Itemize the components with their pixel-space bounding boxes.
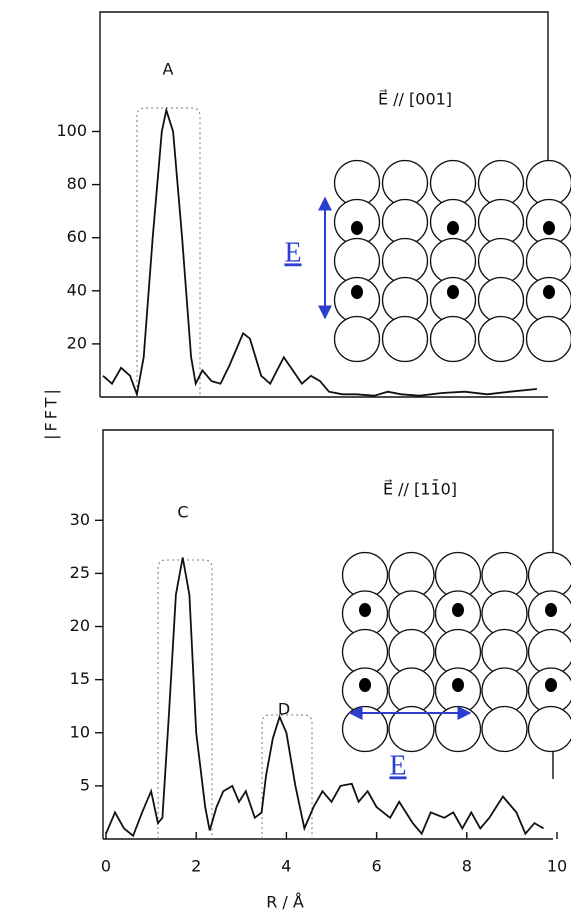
atom — [477, 159, 525, 207]
atom — [525, 276, 571, 324]
y-tick-label: 20 — [67, 333, 87, 352]
y-axis-label: |FFT| — [42, 386, 61, 440]
peak-window — [136, 107, 201, 397]
x-axis-label: R / Å — [266, 893, 304, 912]
atom — [333, 276, 381, 324]
adsorbate — [351, 285, 363, 299]
adsorbate — [351, 221, 363, 235]
atom — [481, 705, 528, 753]
atom — [525, 159, 571, 207]
atom — [477, 198, 525, 246]
atom — [477, 315, 525, 363]
atom — [429, 159, 477, 207]
adsorbate — [452, 603, 464, 617]
adsorbate — [452, 678, 464, 692]
y-tick-label: 5 — [80, 775, 90, 794]
x-tick-label: 2 — [191, 857, 201, 876]
annotation: C — [177, 503, 188, 522]
atom — [429, 237, 477, 285]
peak-window — [261, 714, 313, 839]
fft-curve — [102, 106, 537, 398]
adsorbate — [447, 285, 459, 299]
y-tick-label: 20 — [70, 616, 90, 635]
fft-curve — [105, 557, 544, 838]
plot-frame — [102, 429, 554, 840]
x-tick-label: 8 — [462, 857, 472, 876]
adsorbate — [359, 678, 371, 692]
field-label: E — [284, 237, 301, 268]
atom — [429, 276, 477, 324]
y-tick-label: 30 — [70, 510, 90, 529]
atom — [527, 705, 571, 753]
atom — [333, 159, 381, 207]
atom — [381, 237, 429, 285]
y-tick-label: 15 — [70, 669, 90, 688]
y-tick-label: 80 — [67, 174, 87, 193]
adsorbate — [447, 221, 459, 235]
y-tick-label: 100 — [56, 121, 87, 140]
x-tick-label: 6 — [372, 857, 382, 876]
adsorbate — [545, 603, 557, 617]
atom — [381, 159, 429, 207]
x-tick-label: 10 — [547, 857, 567, 876]
y-tick-label: 10 — [70, 722, 90, 741]
atom — [381, 315, 429, 363]
atom — [477, 276, 525, 324]
peak-window — [157, 559, 213, 839]
y-tick-label: 25 — [70, 563, 90, 582]
atom — [525, 315, 571, 363]
atom — [333, 237, 381, 285]
x-tick-label: 0 — [101, 857, 111, 876]
adsorbate — [543, 221, 555, 235]
atom — [477, 237, 525, 285]
atom — [333, 315, 381, 363]
annotation: D — [278, 700, 290, 719]
adsorbate — [359, 603, 371, 617]
atom — [525, 237, 571, 285]
adsorbate — [545, 678, 557, 692]
annotation: E⃗ // [11̄0] — [383, 479, 457, 499]
atom — [381, 276, 429, 324]
atom — [381, 198, 429, 246]
atom — [429, 315, 477, 363]
adsorbate — [543, 285, 555, 299]
annotation: A — [163, 60, 174, 79]
y-tick-label: 40 — [67, 280, 87, 299]
annotation: E⃗ // [001] — [378, 89, 452, 109]
y-tick-label: 60 — [67, 227, 87, 246]
field-label: E — [389, 750, 406, 781]
x-tick-label: 4 — [281, 857, 291, 876]
